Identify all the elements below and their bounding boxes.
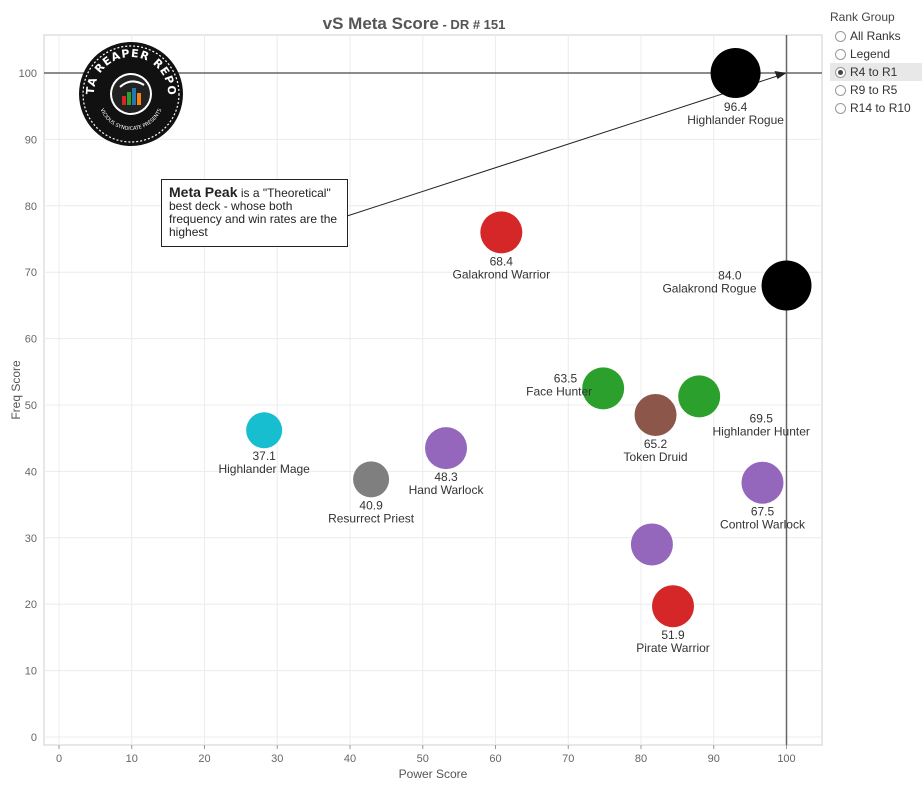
y-tick-label: 0 — [31, 732, 37, 744]
x-tick-label: 20 — [198, 753, 210, 765]
x-axis-label: Power Score — [399, 767, 468, 781]
rank-option-label: R14 to R10 — [850, 101, 911, 115]
x-tick-label: 40 — [344, 753, 356, 765]
y-axis-label: Freq Score — [9, 360, 23, 420]
y-tick-label: 60 — [25, 334, 37, 346]
chart-title-sub: - DR # 151 — [438, 17, 506, 32]
rank-group-title: Rank Group — [830, 10, 895, 24]
rank-option-label: R4 to R1 — [850, 65, 898, 79]
chart-title: vS Meta Score - DR # 151 — [0, 14, 828, 34]
radio-icon — [835, 66, 846, 78]
callout-arrow-head — [774, 71, 787, 79]
x-tick-label: 80 — [635, 753, 647, 765]
radio-icon — [835, 30, 846, 42]
data-point — [710, 48, 761, 98]
data-point — [425, 427, 468, 470]
x-tick-label: 100 — [777, 753, 795, 765]
data-reaper-logo: DATA REAPER REPORT VICIOUS SYNDICATE PRE… — [73, 31, 184, 147]
data-label-name: Pirate Warrior — [636, 641, 710, 655]
data-label-name: Hand Warlock — [409, 483, 485, 497]
data-label-name: Token Druid — [624, 450, 688, 464]
y-tick-label: 80 — [25, 201, 37, 213]
data-label-score: 84.0 — [718, 268, 742, 282]
data-label-score: 96.4 — [724, 100, 748, 114]
data-label-score: 68.4 — [490, 254, 514, 268]
y-tick-label: 10 — [25, 666, 37, 678]
rank-option-r9-r5[interactable]: R9 to R5 — [830, 81, 922, 99]
data-label-score: 65.2 — [644, 437, 668, 451]
x-tick-label: 50 — [417, 753, 429, 765]
y-tick-label: 90 — [25, 134, 37, 146]
data-point — [246, 412, 283, 449]
data-label-name: Resurrect Priest — [328, 511, 415, 525]
x-tick-label: 30 — [271, 753, 283, 765]
data-point — [678, 375, 721, 418]
data-label-name: Control Warlock — [720, 518, 806, 532]
rank-option-label: Legend — [850, 47, 891, 61]
data-label-score: 51.9 — [661, 628, 685, 642]
data-label-name: Highlander Mage — [218, 462, 310, 476]
data-point — [741, 461, 784, 504]
data-label-score: 48.3 — [434, 470, 458, 484]
y-tick-label: 30 — [25, 533, 37, 545]
data-label-score: 63.5 — [554, 371, 578, 385]
data-label-name: Highlander Hunter — [713, 424, 810, 438]
data-point — [761, 260, 812, 311]
rank-option-r4-r1[interactable]: R4 to R1 — [830, 63, 922, 81]
rank-option-label: R9 to R5 — [850, 83, 898, 97]
data-point — [353, 461, 390, 498]
data-label-name: Face Hunter — [526, 384, 592, 398]
rank-option-label: All Ranks — [850, 29, 901, 43]
x-tick-label: 0 — [56, 753, 62, 765]
x-tick-label: 90 — [708, 753, 720, 765]
data-label-score: 69.5 — [750, 411, 774, 425]
y-tick-label: 20 — [25, 599, 37, 611]
data-point — [630, 523, 673, 566]
callout-text: is a "Theoretical" best deck - whose bot… — [169, 186, 338, 239]
data-label-name: Galakrond Warrior — [453, 267, 551, 281]
data-point — [652, 585, 695, 628]
y-tick-label: 100 — [19, 68, 37, 80]
y-tick-label: 50 — [25, 400, 37, 412]
data-label-score: 40.9 — [359, 498, 383, 512]
x-tick-label: 60 — [489, 753, 501, 765]
data-point — [480, 211, 523, 254]
x-tick-label: 70 — [562, 753, 574, 765]
y-tick-label: 70 — [25, 267, 37, 279]
rank-option-all-ranks[interactable]: All Ranks — [830, 27, 922, 45]
rank-option-r14-r10[interactable]: R14 to R10 — [830, 99, 922, 117]
radio-icon — [835, 84, 846, 96]
radio-icon — [835, 102, 846, 114]
callout-title: Meta Peak — [169, 184, 238, 200]
rank-option-legend[interactable]: Legend — [830, 45, 922, 63]
data-label-name: Galakrond Rogue — [662, 281, 756, 295]
data-point — [582, 367, 625, 410]
callout-arrow-line — [340, 74, 781, 219]
chart-title-main: vS Meta Score — [322, 14, 439, 33]
x-tick-label: 10 — [126, 753, 138, 765]
data-label-score: 67.5 — [751, 505, 775, 519]
rank-group-filter: Rank Group All Ranks Legend R4 to R1 R9 … — [830, 10, 922, 117]
data-point — [634, 393, 677, 436]
data-label-name: Highlander Rogue — [687, 113, 784, 127]
data-label-score: 37.1 — [252, 449, 276, 463]
meta-peak-callout: Meta Peak is a "Theoretical" best deck -… — [161, 179, 348, 247]
radio-icon — [835, 48, 846, 60]
y-tick-label: 40 — [25, 466, 37, 478]
